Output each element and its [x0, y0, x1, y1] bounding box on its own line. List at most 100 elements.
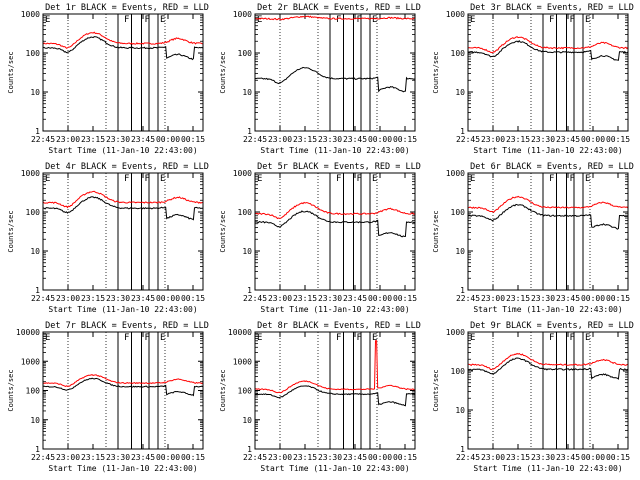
- x-tick-label: 00:15: [393, 453, 417, 462]
- y-axis-label: Counts/sec: [219, 210, 227, 252]
- x-tick-label: 00:00: [581, 453, 605, 462]
- y-tick-label: 1000: [21, 10, 40, 19]
- x-tick-label: 00:00: [156, 135, 180, 144]
- y-tick-label: 1: [35, 286, 40, 295]
- x-tick-label: 23:30: [531, 453, 555, 462]
- y-tick-label: 1: [247, 445, 252, 454]
- x-tick-label: 23:15: [81, 135, 105, 144]
- series-events-line: [467, 203, 629, 230]
- x-tick-label: 00:15: [393, 135, 417, 144]
- x-tick-label: 22:45: [31, 453, 55, 462]
- region-marker: E: [160, 15, 165, 25]
- x-tick-label: 23:00: [481, 294, 505, 303]
- region-marker: E: [160, 333, 165, 343]
- series-lld-line: [254, 15, 416, 21]
- x-tick-label: 23:45: [343, 453, 367, 462]
- x-tick-label: 23:00: [481, 135, 505, 144]
- detector-panel: Det 9r BLACK = Events, RED = LLD Counts/s…: [432, 321, 634, 473]
- detector-panel: Det 7r BLACK = Events, RED = LLD Counts/s…: [7, 321, 209, 473]
- x-tick-label: 23:45: [131, 135, 155, 144]
- x-tick-label: 23:45: [131, 453, 155, 462]
- region-marker: E: [257, 333, 262, 343]
- series-lld-line: [42, 374, 204, 387]
- x-tick-label: 23:30: [106, 135, 130, 144]
- y-tick-label: 10: [455, 88, 465, 97]
- y-tick-label: 10: [455, 247, 465, 256]
- x-axis-label: Start Time (11-Jan-10 22:43:00): [260, 464, 409, 473]
- y-axis-label: Counts/sec: [7, 369, 15, 411]
- series-lld-line: [467, 36, 629, 54]
- region-marker: F: [336, 174, 341, 184]
- panel-title: Det 9r BLACK = Events, RED = LLD: [470, 321, 634, 331]
- region-marker: F: [336, 333, 341, 343]
- x-tick-label: 23:00: [268, 135, 292, 144]
- region-marker: F: [124, 174, 129, 184]
- x-tick-label: 00:00: [156, 294, 180, 303]
- x-tick-label: 22:45: [243, 294, 267, 303]
- region-marker: F: [549, 174, 554, 184]
- x-axis-label: Start Time (11-Jan-10 22:43:00): [48, 146, 197, 155]
- plot-frame: [42, 13, 204, 132]
- x-tick-label: 00:00: [368, 135, 392, 144]
- region-marker: F: [570, 333, 575, 343]
- x-tick-label: 22:45: [456, 135, 480, 144]
- y-tick-label: 1: [460, 445, 465, 454]
- region-marker: F: [145, 15, 150, 25]
- series-lld-line: [467, 195, 629, 213]
- y-axis-label: Counts/sec: [219, 369, 227, 411]
- y-tick-label: 10: [242, 88, 252, 97]
- x-tick-label: 23:15: [506, 453, 530, 462]
- x-axis-label: Start Time (11-Jan-10 22:43:00): [473, 305, 622, 314]
- x-tick-label: 23:15: [293, 453, 317, 462]
- x-tick-label: 00:15: [181, 135, 205, 144]
- x-tick-label: 22:45: [456, 294, 480, 303]
- y-tick-label: 10: [455, 406, 465, 415]
- region-marker: F: [357, 174, 362, 184]
- x-tick-label: 23:15: [81, 294, 105, 303]
- series-events-line: [254, 66, 416, 93]
- x-tick-label: 00:15: [606, 294, 630, 303]
- x-axis-label: Start Time (11-Jan-10 22:43:00): [260, 146, 409, 155]
- y-tick-label: 100: [26, 208, 41, 217]
- y-tick-label: 100: [238, 49, 253, 58]
- series-events-line: [467, 357, 629, 380]
- region-marker: E: [45, 15, 50, 25]
- y-axis-label: Counts/sec: [432, 369, 440, 411]
- series-lld-line: [254, 201, 416, 220]
- detector-panel: Det 8r BLACK = Events, RED = LLD Counts/s…: [219, 321, 421, 473]
- y-tick-label: 10: [30, 247, 40, 256]
- region-marker: E: [470, 15, 475, 25]
- x-tick-label: 00:00: [368, 453, 392, 462]
- x-tick-label: 23:30: [318, 135, 342, 144]
- y-tick-label: 100: [26, 49, 41, 58]
- x-tick-label: 23:00: [56, 294, 80, 303]
- y-axis-label: Counts/sec: [432, 210, 440, 252]
- x-tick-label: 00:00: [581, 135, 605, 144]
- y-axis-label: Counts/sec: [7, 210, 15, 252]
- x-tick-label: 23:00: [481, 453, 505, 462]
- series-lld-line: [42, 31, 204, 49]
- y-tick-label: 100: [238, 387, 253, 396]
- region-marker: F: [549, 15, 554, 25]
- panel-title: Det 6r BLACK = Events, RED = LLD: [470, 162, 634, 172]
- x-tick-label: 22:45: [456, 453, 480, 462]
- region-marker: E: [470, 174, 475, 184]
- panel-title: Det 8r BLACK = Events, RED = LLD: [257, 321, 421, 331]
- x-tick-label: 23:00: [268, 453, 292, 462]
- x-tick-label: 23:30: [106, 453, 130, 462]
- y-tick-label: 1000: [446, 328, 465, 337]
- x-tick-label: 22:45: [243, 453, 267, 462]
- plot-frame: [467, 331, 629, 450]
- series-events-line: [42, 196, 204, 221]
- panel-title: Det 3r BLACK = Events, RED = LLD: [470, 3, 634, 13]
- region-marker: F: [124, 15, 129, 25]
- series-events-line: [42, 377, 204, 397]
- x-tick-label: 00:15: [181, 294, 205, 303]
- detector-panel: Det 1r BLACK = Events, RED = LLD Counts/s…: [7, 3, 209, 155]
- series-events-line: [467, 40, 629, 61]
- region-marker: F: [570, 174, 575, 184]
- region-marker: E: [45, 174, 50, 184]
- y-axis-label: Counts/sec: [7, 51, 15, 93]
- region-marker: F: [357, 15, 362, 25]
